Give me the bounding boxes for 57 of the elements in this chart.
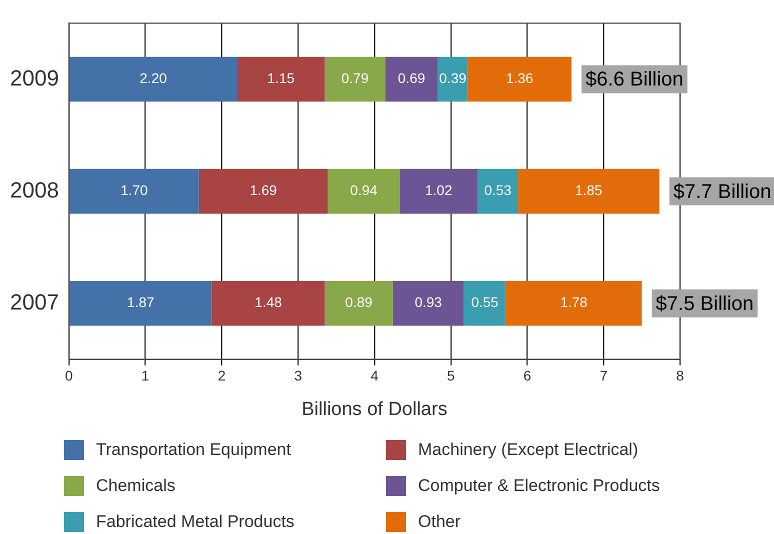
legend-label: Fabricated Metal Products xyxy=(96,512,294,532)
legend-label: Computer & Electronic Products xyxy=(418,476,660,496)
bar xyxy=(392,280,464,326)
x-tick-label: 6 xyxy=(523,368,532,384)
total-label: $7.7 Billion xyxy=(673,180,772,203)
data-label: 1.48 xyxy=(254,294,282,310)
bar xyxy=(212,280,325,326)
bar xyxy=(468,56,572,102)
x-tick-label: 0 xyxy=(65,368,74,384)
data-label: 0.55 xyxy=(471,294,499,310)
bar xyxy=(324,280,393,326)
data-label: 0.39 xyxy=(439,70,467,86)
bar xyxy=(70,168,199,214)
y-tick-label: 2009 xyxy=(10,65,59,90)
y-tick-label: 2007 xyxy=(10,289,59,314)
data-label: 0.93 xyxy=(414,294,442,310)
x-tick-label: 3 xyxy=(294,368,302,384)
data-label: 0.53 xyxy=(484,182,512,198)
data-label: 2.20 xyxy=(140,70,168,86)
bar xyxy=(385,56,438,102)
data-label: 1.85 xyxy=(575,182,603,198)
y-tick-label: 2008 xyxy=(10,177,59,202)
data-label: 1.87 xyxy=(127,294,154,310)
data-label: 1.78 xyxy=(560,294,588,310)
bar xyxy=(70,56,237,102)
bar xyxy=(236,56,325,102)
bar xyxy=(478,168,518,214)
data-label: 1.15 xyxy=(267,70,295,86)
legend-label: Other xyxy=(418,512,461,532)
bar xyxy=(328,168,400,214)
total-label: $7.5 Billion xyxy=(656,292,754,315)
total-label: $6.6 Billion xyxy=(586,68,684,91)
x-axis-title: Billions of Dollars xyxy=(302,398,448,420)
data-label: 1.02 xyxy=(425,182,452,198)
legend-label: Transportation Equipment xyxy=(96,440,291,460)
x-tick-label: 4 xyxy=(370,368,379,384)
x-tick-label: 7 xyxy=(600,368,608,384)
bar xyxy=(400,168,478,214)
data-label: 0.79 xyxy=(341,70,369,86)
x-tick-label: 5 xyxy=(446,368,455,384)
legend-label: Machinery (Except Electrical) xyxy=(418,440,638,460)
bar xyxy=(464,280,506,326)
bar xyxy=(70,280,212,326)
x-tick-label: 2 xyxy=(218,368,226,384)
legend-label: Chemicals xyxy=(96,476,176,496)
bar xyxy=(324,56,386,102)
data-label: 1.70 xyxy=(120,182,148,198)
bar xyxy=(198,168,328,214)
data-label: 1.36 xyxy=(506,70,534,86)
data-label: 0.94 xyxy=(350,182,378,198)
data-label: 1.69 xyxy=(250,182,278,198)
bar xyxy=(506,280,642,326)
x-tick-label: 1 xyxy=(141,368,150,384)
bar xyxy=(518,168,660,214)
data-label: 0.89 xyxy=(345,294,373,310)
data-label: 0.69 xyxy=(398,70,426,86)
x-tick-label: 8 xyxy=(676,368,684,384)
